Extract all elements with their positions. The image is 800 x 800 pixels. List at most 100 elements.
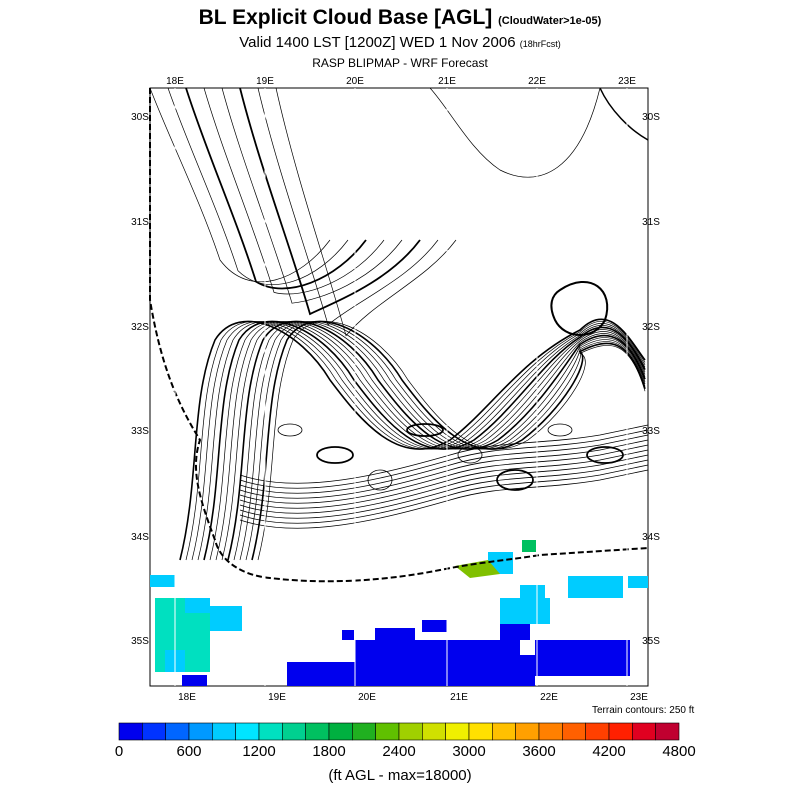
colorbar-units: (ft AGL - max=18000) <box>328 767 472 784</box>
lon-label-bottom: 19E <box>268 692 286 703</box>
lat-label-left: 32S <box>131 322 149 333</box>
contour-line <box>251 320 646 561</box>
contour-line <box>239 424 649 484</box>
contour-line <box>245 321 646 561</box>
terrain-contours <box>149 87 649 583</box>
contour-line <box>239 459 649 519</box>
colorbar-swatch <box>422 722 446 741</box>
contour-ring <box>316 446 354 464</box>
contour-ring <box>457 446 483 464</box>
colorbar-tick-label: 3600 <box>522 743 556 760</box>
contour-line <box>275 87 457 337</box>
lat-label-right: 35S <box>642 636 660 647</box>
lon-label-top: 23E <box>618 76 636 87</box>
cloud-cell <box>500 598 550 624</box>
colorbar-swatch <box>655 722 680 741</box>
colorbar-swatch <box>515 722 540 741</box>
contour-line <box>257 87 439 326</box>
colorbar-swatch <box>142 722 166 741</box>
lon-label-bottom: 22E <box>540 692 558 703</box>
cloud-cell <box>342 630 354 640</box>
colorbar <box>118 722 680 741</box>
valid-text: Valid 1400 LST [1200Z] WED 1 Nov 2006 <box>239 34 516 51</box>
forecast-hour-note: (18hrFcst) <box>519 39 561 49</box>
cloud-cell <box>185 598 210 613</box>
contour-line <box>239 464 649 524</box>
colorbar-swatch <box>562 722 586 741</box>
contour-line <box>239 87 421 316</box>
lat-label-left: 30S <box>131 112 149 123</box>
contour-ring <box>547 423 573 437</box>
cloud-cell <box>520 585 545 599</box>
lat-lon-grid <box>174 88 628 686</box>
contour-line <box>185 87 367 290</box>
cloud-cell <box>422 620 447 632</box>
lon-label-bottom: 18E <box>178 692 196 703</box>
colorbar-tick-label: 3000 <box>452 743 486 760</box>
contour-line <box>599 87 649 141</box>
lon-label-top: 22E <box>528 76 546 87</box>
colorbar-swatch <box>165 722 190 741</box>
contour-ring <box>406 423 444 437</box>
lon-label-bottom: 21E <box>450 692 468 703</box>
lat-label-left: 33S <box>131 426 149 437</box>
title-note: (CloudWater>1e-05) <box>498 15 602 27</box>
lon-label-top: 19E <box>256 76 274 87</box>
lat-label-right: 34S <box>642 532 660 543</box>
contour-line <box>239 321 646 561</box>
colorbar-tick-label: 4800 <box>662 743 696 760</box>
title-text: BL Explicit Cloud Base [AGL] <box>198 6 493 29</box>
terrain-contour-note: Terrain contours: 250 ft <box>592 705 695 716</box>
lat-label-right: 30S <box>642 112 660 123</box>
lon-label-top: 21E <box>438 76 456 87</box>
contour-ring <box>550 280 609 336</box>
cloud-cell <box>520 655 535 686</box>
colorbar-tick-label: 0 <box>114 743 124 760</box>
colorbar-swatch <box>282 722 306 741</box>
colorbar-tick-label: 600 <box>176 743 202 760</box>
colorbar-tick-label: 1800 <box>312 743 346 760</box>
colorbar-tick-label: 2400 <box>382 743 416 760</box>
colorbar-swatch <box>585 722 610 741</box>
colorbar-swatch <box>212 722 236 741</box>
subtitle: RASP BLIPMAP - WRF Forecast <box>312 56 488 70</box>
contour-line <box>167 87 349 285</box>
cloud-cell <box>155 598 185 613</box>
colorbar-swatch <box>305 722 330 741</box>
lon-label-bottom: 23E <box>630 692 648 703</box>
contour-line <box>239 429 649 489</box>
cloud-cell <box>500 622 530 640</box>
contour-line <box>179 318 646 561</box>
contour-line <box>221 87 403 304</box>
contour-line <box>209 321 646 561</box>
colorbar-swatch <box>492 722 516 741</box>
lon-label-top: 20E <box>346 76 364 87</box>
lat-label-left: 34S <box>131 532 149 543</box>
lat-label-left: 31S <box>131 217 149 228</box>
contour-line <box>239 469 649 529</box>
valid-time: Valid 1400 LST [1200Z] WED 1 Nov 2006 (1… <box>0 34 800 51</box>
colorbar-swatch <box>538 722 563 741</box>
colorbar-swatch <box>445 722 470 741</box>
contour-ring <box>367 469 393 491</box>
contour-line <box>227 320 646 561</box>
cloud-cell <box>182 675 207 686</box>
colorbar-tick-label: 4200 <box>592 743 626 760</box>
colorbar-swatch <box>235 722 260 741</box>
contour-line <box>233 321 646 561</box>
lat-label-right: 31S <box>642 217 660 228</box>
coastline <box>149 88 649 583</box>
contour-ring <box>496 469 534 491</box>
colorbar-swatch <box>352 722 376 741</box>
colorbar-swatch <box>398 722 423 741</box>
contour-line <box>257 321 646 561</box>
cloud-cell <box>355 640 520 686</box>
cloud-cell <box>375 628 415 640</box>
cloud-cell <box>150 575 175 587</box>
colorbar-swatch <box>328 722 353 741</box>
colorbar-swatch <box>608 722 633 741</box>
lon-label-bottom: 20E <box>358 692 376 703</box>
cloud-cell <box>568 576 623 598</box>
contour-line <box>239 439 649 499</box>
